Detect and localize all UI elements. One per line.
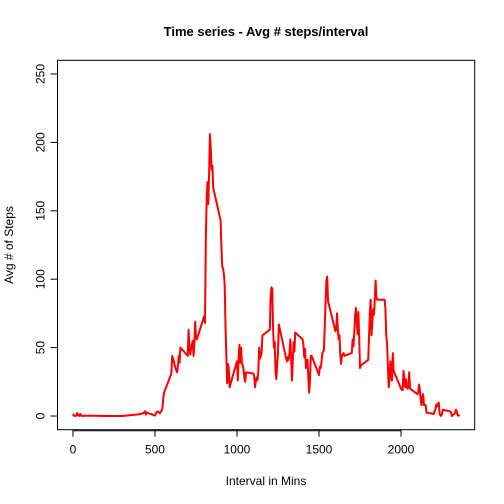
y-tick-label: 0	[34, 412, 48, 419]
chart-title: Time series - Avg # steps/interval	[164, 24, 369, 39]
y-tick-label: 150	[34, 200, 48, 220]
x-tick-label: 500	[145, 443, 165, 457]
x-tick-label: 0	[70, 443, 77, 457]
y-tick-label: 50	[34, 341, 48, 355]
y-tick-label: 100	[34, 269, 48, 289]
x-tick-label: 1500	[306, 443, 333, 457]
y-axis-label: Avg # of Steps	[2, 206, 16, 284]
plot-box	[57, 59, 476, 431]
x-tick-label: 2000	[388, 443, 415, 457]
y-tick-label: 200	[34, 132, 48, 152]
y-tick-label: 250	[34, 64, 48, 84]
data-line	[72, 133, 461, 418]
x-axis-label: Interval in Mins	[226, 474, 307, 488]
x-tick-label: 1000	[224, 443, 251, 457]
